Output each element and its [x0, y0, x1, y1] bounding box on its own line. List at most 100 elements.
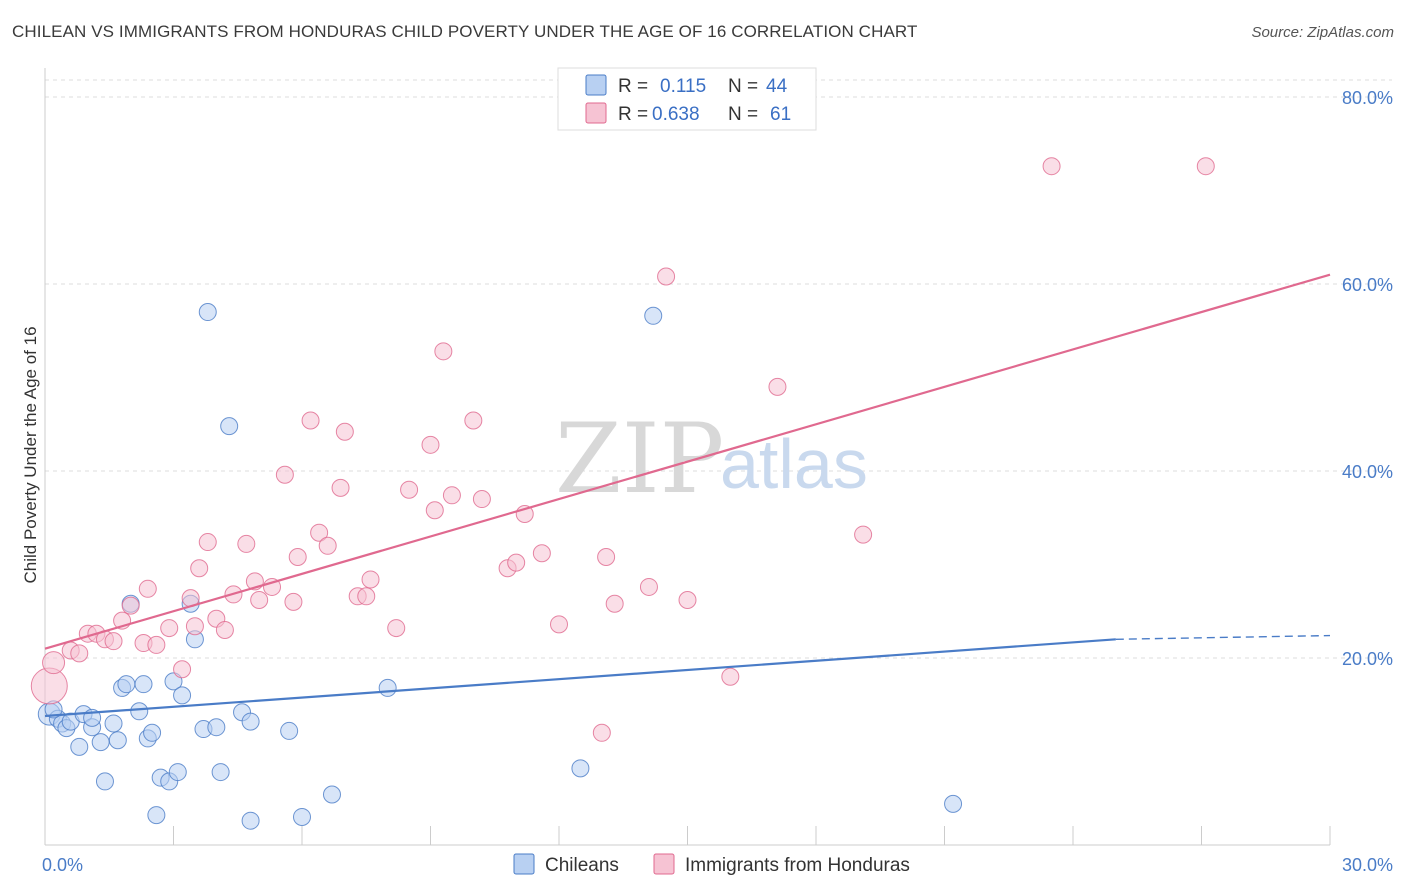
- honduras-points: [30, 157, 1215, 742]
- honduras-point-46: [507, 553, 526, 572]
- honduras-point-56: [721, 667, 740, 686]
- honduras-point-32: [331, 478, 350, 497]
- honduras-point-55: [678, 591, 697, 610]
- honduras-point-52: [605, 594, 624, 613]
- chileans-trend-extension: [1115, 634, 1331, 640]
- honduras-point-44: [472, 490, 491, 509]
- honduras-point-43: [464, 411, 483, 430]
- chileans-point-39: [378, 678, 397, 697]
- honduras-point-36: [361, 570, 380, 589]
- chileans-point-31: [211, 763, 230, 782]
- honduras-point-39: [421, 435, 440, 454]
- honduras-point-9: [121, 596, 140, 615]
- y-axis-label: Child Poverty Under the Age of 16: [21, 326, 40, 583]
- honduras-point-14: [173, 660, 192, 679]
- y-tick-labels: 20.0% 40.0% 60.0% 80.0%: [1342, 88, 1393, 669]
- chileans-point-19: [143, 723, 162, 742]
- honduras-point-59: [1042, 157, 1061, 176]
- chileans-point-41: [644, 306, 663, 325]
- chart-title: CHILEAN VS IMMIGRANTS FROM HONDURAS CHIL…: [12, 22, 918, 41]
- honduras-point-27: [284, 592, 303, 611]
- honduras-point-22: [237, 534, 256, 553]
- chileans-point-23: [164, 672, 183, 691]
- honduras-point-26: [275, 465, 294, 484]
- legend-n-value-1: 61: [770, 104, 791, 125]
- y-tick-label-2: 60.0%: [1342, 275, 1393, 295]
- x-tick-label-0: 0.0%: [42, 855, 83, 875]
- watermark-atlas: atlas: [720, 425, 868, 503]
- honduras-point-28: [288, 548, 307, 567]
- legend-bottom: Chileans Immigrants from Honduras: [513, 853, 910, 876]
- honduras-point-40: [425, 501, 444, 520]
- honduras-trend-line: [44, 273, 1331, 650]
- honduras-point-3: [70, 644, 89, 663]
- grid-lines: [45, 79, 1392, 659]
- honduras-point-16: [185, 617, 204, 636]
- honduras-point-51: [597, 548, 616, 567]
- y-tick-label-0: 20.0%: [1342, 649, 1393, 669]
- honduras-point-54: [657, 267, 676, 286]
- honduras-point-35: [357, 587, 376, 606]
- legend-r-value-1: 0.638: [652, 104, 700, 125]
- honduras-point-18: [198, 533, 217, 552]
- y-tick-label-3: 80.0%: [1342, 88, 1393, 108]
- y-tick-label-1: 40.0%: [1342, 462, 1393, 482]
- legend-n-value-0: 44: [766, 76, 788, 97]
- legend-bottom-chileans: Chileans: [545, 855, 619, 876]
- legend-swatch-honduras: [585, 102, 607, 124]
- honduras-point-12: [147, 635, 166, 654]
- chileans-trend-line: [44, 638, 1116, 718]
- legend-swatch-chileans: [585, 74, 607, 96]
- chileans-point-34: [241, 811, 260, 830]
- honduras-point-58: [854, 525, 873, 544]
- legend-bottom-honduras: Immigrants from Honduras: [685, 855, 910, 876]
- honduras-point-17: [190, 559, 209, 578]
- honduras-point-1: [42, 651, 66, 675]
- chileans-point-24: [168, 763, 187, 782]
- chileans-point-36: [280, 721, 299, 740]
- chileans-point-38: [322, 785, 341, 804]
- chileans-point-42: [944, 794, 963, 813]
- watermark: ZIP atlas: [555, 403, 868, 515]
- chileans-point-14: [117, 675, 136, 694]
- chileans-point-32: [220, 417, 239, 436]
- chileans-point-5: [70, 737, 89, 756]
- legend-bottom-swatch-chileans: [513, 853, 535, 875]
- honduras-point-33: [335, 422, 354, 441]
- honduras-point-20: [215, 620, 234, 639]
- honduras-point-60: [1196, 157, 1215, 176]
- honduras-point-31: [318, 536, 337, 555]
- chileans-point-29: [198, 303, 217, 322]
- honduras-point-42: [442, 486, 461, 505]
- trend-lines: [44, 273, 1331, 718]
- legend-r-value-0: 0.115: [660, 76, 706, 97]
- legend-r-label-1: R =: [618, 104, 648, 125]
- honduras-point-30: [310, 523, 329, 542]
- chileans-point-9: [91, 733, 110, 752]
- honduras-point-53: [639, 577, 658, 596]
- honduras-point-57: [768, 377, 787, 396]
- honduras-point-0: [30, 667, 68, 705]
- chileans-point-25: [173, 686, 192, 705]
- honduras-point-11: [138, 579, 157, 598]
- honduras-point-7: [104, 632, 123, 651]
- legend-r-label-0: R =: [618, 76, 648, 97]
- chileans-point-12: [108, 731, 127, 750]
- chileans-point-35: [241, 712, 260, 731]
- honduras-point-41: [434, 342, 453, 361]
- legend-top: R = 0.115 N = 44 R = 0.638 N = 61: [557, 67, 817, 131]
- legend-bottom-swatch-honduras: [653, 853, 675, 875]
- chileans-point-10: [95, 772, 114, 791]
- honduras-point-50: [592, 723, 611, 742]
- legend-n-label-1: N =: [728, 104, 758, 125]
- honduras-point-37: [387, 619, 406, 638]
- chileans-point-11: [104, 714, 123, 733]
- x-tick-labels: 0.0% 30.0%: [42, 855, 1393, 875]
- chileans-point-40: [571, 759, 590, 778]
- honduras-point-13: [160, 619, 179, 638]
- x-tick-label-1: 30.0%: [1342, 855, 1393, 875]
- honduras-point-48: [532, 544, 551, 563]
- chileans-point-16: [130, 702, 149, 721]
- honduras-point-29: [301, 411, 320, 430]
